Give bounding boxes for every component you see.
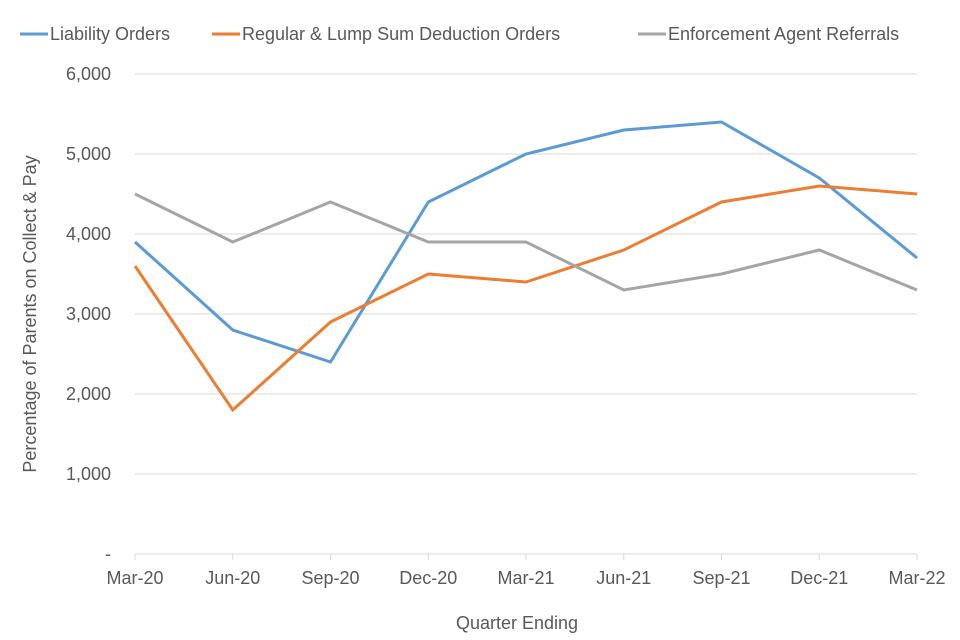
- x-tick-label: Jun-21: [596, 568, 651, 588]
- data-point-liability-orders[interactable]: [718, 118, 726, 126]
- data-point-liability-orders[interactable]: [522, 150, 530, 158]
- legend-label-enforcement-referrals: Enforcement Agent Referrals: [668, 24, 899, 44]
- data-point-liability-orders[interactable]: [131, 238, 139, 246]
- x-tick-label: Mar-22: [888, 568, 945, 588]
- series-line-regular-lump-sum-deduction-orders[interactable]: [133, 184, 918, 413]
- data-point-enforcement-agent-referrals[interactable]: [131, 190, 139, 198]
- data-point-liability-orders[interactable]: [424, 198, 432, 206]
- data-point-liability-orders[interactable]: [327, 358, 335, 366]
- data-point-enforcement-agent-referrals[interactable]: [522, 238, 530, 246]
- data-point-enforcement-agent-referrals[interactable]: [913, 286, 921, 294]
- data-point-liability-orders[interactable]: [229, 326, 237, 334]
- x-axis-title: Quarter Ending: [456, 613, 578, 633]
- x-tick-label: Dec-20: [399, 568, 457, 588]
- series-line-liability-orders[interactable]: [133, 120, 918, 364]
- series-line-enforcement-agent-referrals[interactable]: [134, 192, 918, 292]
- data-point-regular-lump-sum-deduction-orders[interactable]: [522, 278, 530, 286]
- y-axis-title: Percentage of Parents on Collect & Pay: [20, 155, 40, 472]
- data-point-enforcement-agent-referrals[interactable]: [327, 198, 335, 206]
- data-point-enforcement-agent-referrals[interactable]: [424, 238, 432, 246]
- data-point-liability-orders[interactable]: [913, 254, 921, 262]
- y-tick-label: 6,000: [66, 64, 111, 84]
- x-tick-label: Dec-21: [790, 568, 848, 588]
- gridlines: [135, 73, 917, 475]
- legend-item-deduction-orders[interactable]: Regular & Lump Sum Deduction Orders: [212, 24, 560, 44]
- y-tick-label: 3,000: [66, 304, 111, 324]
- data-point-liability-orders[interactable]: [620, 126, 628, 134]
- data-point-enforcement-agent-referrals[interactable]: [620, 286, 628, 294]
- data-point-enforcement-agent-referrals[interactable]: [229, 238, 237, 246]
- y-tick-label: 1,000: [66, 464, 111, 484]
- data-point-regular-lump-sum-deduction-orders[interactable]: [424, 270, 432, 278]
- data-point-regular-lump-sum-deduction-orders[interactable]: [718, 198, 726, 206]
- legend-label-deduction-orders: Regular & Lump Sum Deduction Orders: [242, 24, 560, 44]
- data-point-regular-lump-sum-deduction-orders[interactable]: [913, 190, 921, 198]
- x-tick-label: Sep-21: [692, 568, 750, 588]
- x-axis: Mar-20 Jun-20 Sep-20 Dec-20 Mar-21 Jun-21 Sep-…: [106, 553, 946, 588]
- x-tick-label: Jun-20: [205, 568, 260, 588]
- data-point-regular-lump-sum-deduction-orders[interactable]: [327, 318, 335, 326]
- y-tick-label: -: [105, 544, 111, 564]
- legend-label-liability-orders: Liability Orders: [50, 24, 170, 44]
- legend: Liability Orders Regular & Lump Sum Dedu…: [20, 24, 899, 44]
- data-point-enforcement-agent-referrals[interactable]: [718, 270, 726, 278]
- data-point-regular-lump-sum-deduction-orders[interactable]: [229, 406, 237, 414]
- data-point-liability-orders[interactable]: [815, 174, 823, 182]
- x-tick-label: Mar-20: [106, 568, 163, 588]
- data-point-regular-lump-sum-deduction-orders[interactable]: [620, 246, 628, 254]
- series-lines: [131, 118, 921, 414]
- x-tick-label: Mar-21: [497, 568, 554, 588]
- data-point-regular-lump-sum-deduction-orders[interactable]: [131, 262, 139, 270]
- x-tick-label: Sep-20: [301, 568, 359, 588]
- y-tick-label: 2,000: [66, 384, 111, 404]
- y-axis-ticks: - 1,000 2,000 3,000 4,000 5,000 6,000: [66, 64, 111, 564]
- legend-item-liability-orders[interactable]: Liability Orders: [20, 24, 170, 44]
- y-tick-label: 4,000: [66, 224, 111, 244]
- y-tick-label: 5,000: [66, 144, 111, 164]
- legend-item-enforcement-referrals[interactable]: Enforcement Agent Referrals: [638, 24, 899, 44]
- data-point-enforcement-agent-referrals[interactable]: [815, 246, 823, 254]
- data-point-regular-lump-sum-deduction-orders[interactable]: [815, 182, 823, 190]
